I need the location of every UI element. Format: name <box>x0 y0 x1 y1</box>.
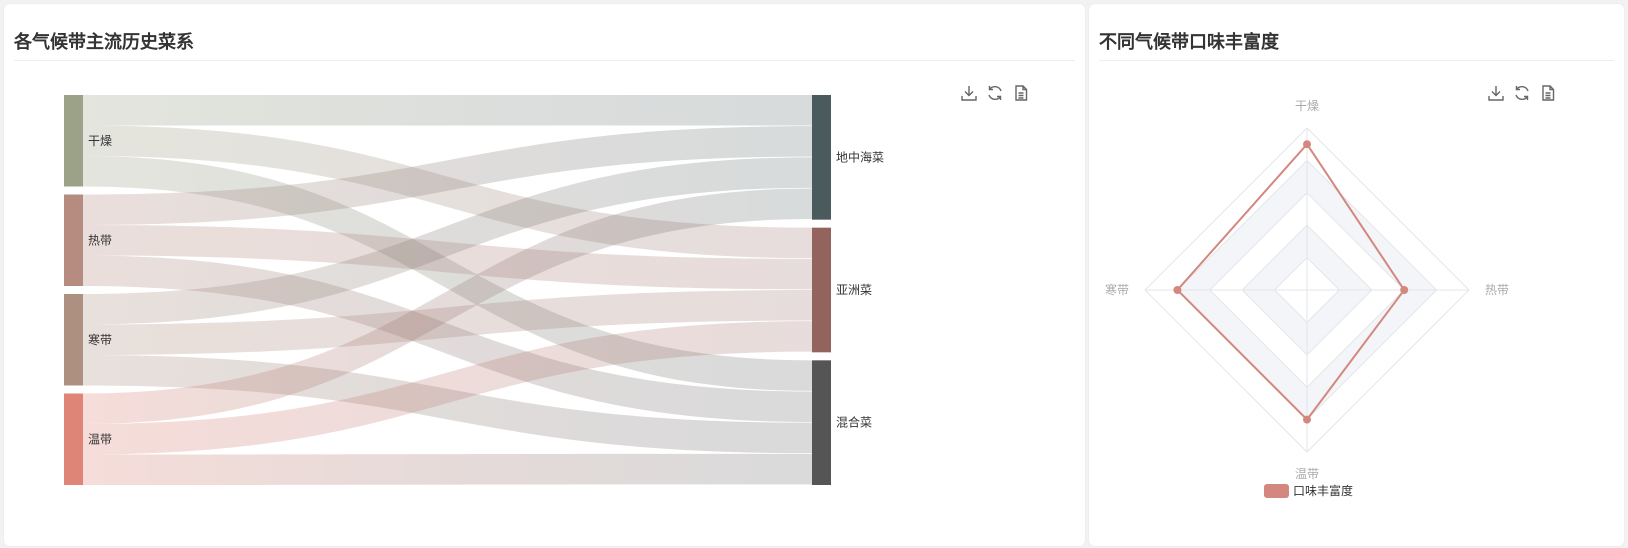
sankey-link[interactable] <box>83 290 812 355</box>
sankey-target-label: 混合菜 <box>836 415 872 430</box>
radar-data-point[interactable] <box>1303 415 1311 424</box>
sankey-link[interactable] <box>83 225 812 290</box>
radar-indicator-label: 寒带 <box>1105 282 1129 297</box>
radar-panel-divider <box>1099 60 1614 61</box>
radar-series <box>1173 140 1409 424</box>
sankey-target-label: 地中海菜 <box>836 149 884 164</box>
radar-indicator-label: 温带 <box>1295 467 1319 481</box>
sankey-source-label: 热带 <box>88 233 112 247</box>
download-icon[interactable] <box>960 84 978 102</box>
sankey-link[interactable] <box>83 95 812 126</box>
sankey-target-node[interactable] <box>812 95 831 220</box>
sankey-panel: 各气候带主流历史菜系 干燥热带寒带温带 地中海菜亚洲菜混合菜 <box>4 4 1085 546</box>
sankey-target-node[interactable] <box>812 360 831 485</box>
sankey-link[interactable] <box>83 156 812 391</box>
sankey-links <box>83 95 812 485</box>
sankey-target-label: 亚洲菜 <box>836 283 872 297</box>
sankey-source-node[interactable] <box>64 194 83 287</box>
sankey-panel-title: 各气候带主流历史菜系 <box>14 32 194 52</box>
sankey-target-node[interactable] <box>812 227 831 353</box>
sankey-source-label: 干燥 <box>88 134 112 148</box>
sankey-source-node[interactable] <box>64 95 83 187</box>
sankey-link[interactable] <box>83 453 812 485</box>
radar-data-point[interactable] <box>1173 286 1182 294</box>
sankey-link[interactable] <box>83 321 812 455</box>
radar-panel: 不同气候带口味丰富度 干燥热带温带 寒带口味丰富度 <box>1089 4 1624 546</box>
sankey-source-label: 寒带 <box>88 332 112 347</box>
data-view-icon[interactable] <box>1012 84 1030 102</box>
legend-swatch[interactable] <box>1264 484 1289 498</box>
radar-grid <box>1144 127 1470 453</box>
radar-indicator-label: 热带 <box>1485 283 1509 297</box>
sankey-toolbox <box>960 84 1030 102</box>
sankey-link[interactable] <box>83 188 812 425</box>
sankey-link[interactable] <box>83 157 812 325</box>
radar-legend: 口味丰富度 <box>1264 483 1353 498</box>
sankey-source-node[interactable] <box>64 294 83 386</box>
sankey-source-label: 温带 <box>88 432 112 446</box>
sankey-panel-divider <box>14 60 1075 61</box>
sankey-source-node[interactable] <box>64 393 83 486</box>
radar-indicator-label: 干燥 <box>1295 99 1319 113</box>
data-view-icon[interactable] <box>1539 84 1557 102</box>
refresh-icon[interactable] <box>986 84 1004 102</box>
download-icon[interactable] <box>1487 84 1505 102</box>
refresh-icon[interactable] <box>1513 84 1531 102</box>
radar-data-point[interactable] <box>1303 140 1311 149</box>
radar-data-point[interactable] <box>1400 286 1409 294</box>
sankey-link[interactable] <box>83 126 812 225</box>
radar-panel-title: 不同气候带口味丰富度 <box>1099 32 1279 52</box>
radar-toolbox <box>1487 84 1557 102</box>
legend-label[interactable]: 口味丰富度 <box>1293 483 1353 498</box>
